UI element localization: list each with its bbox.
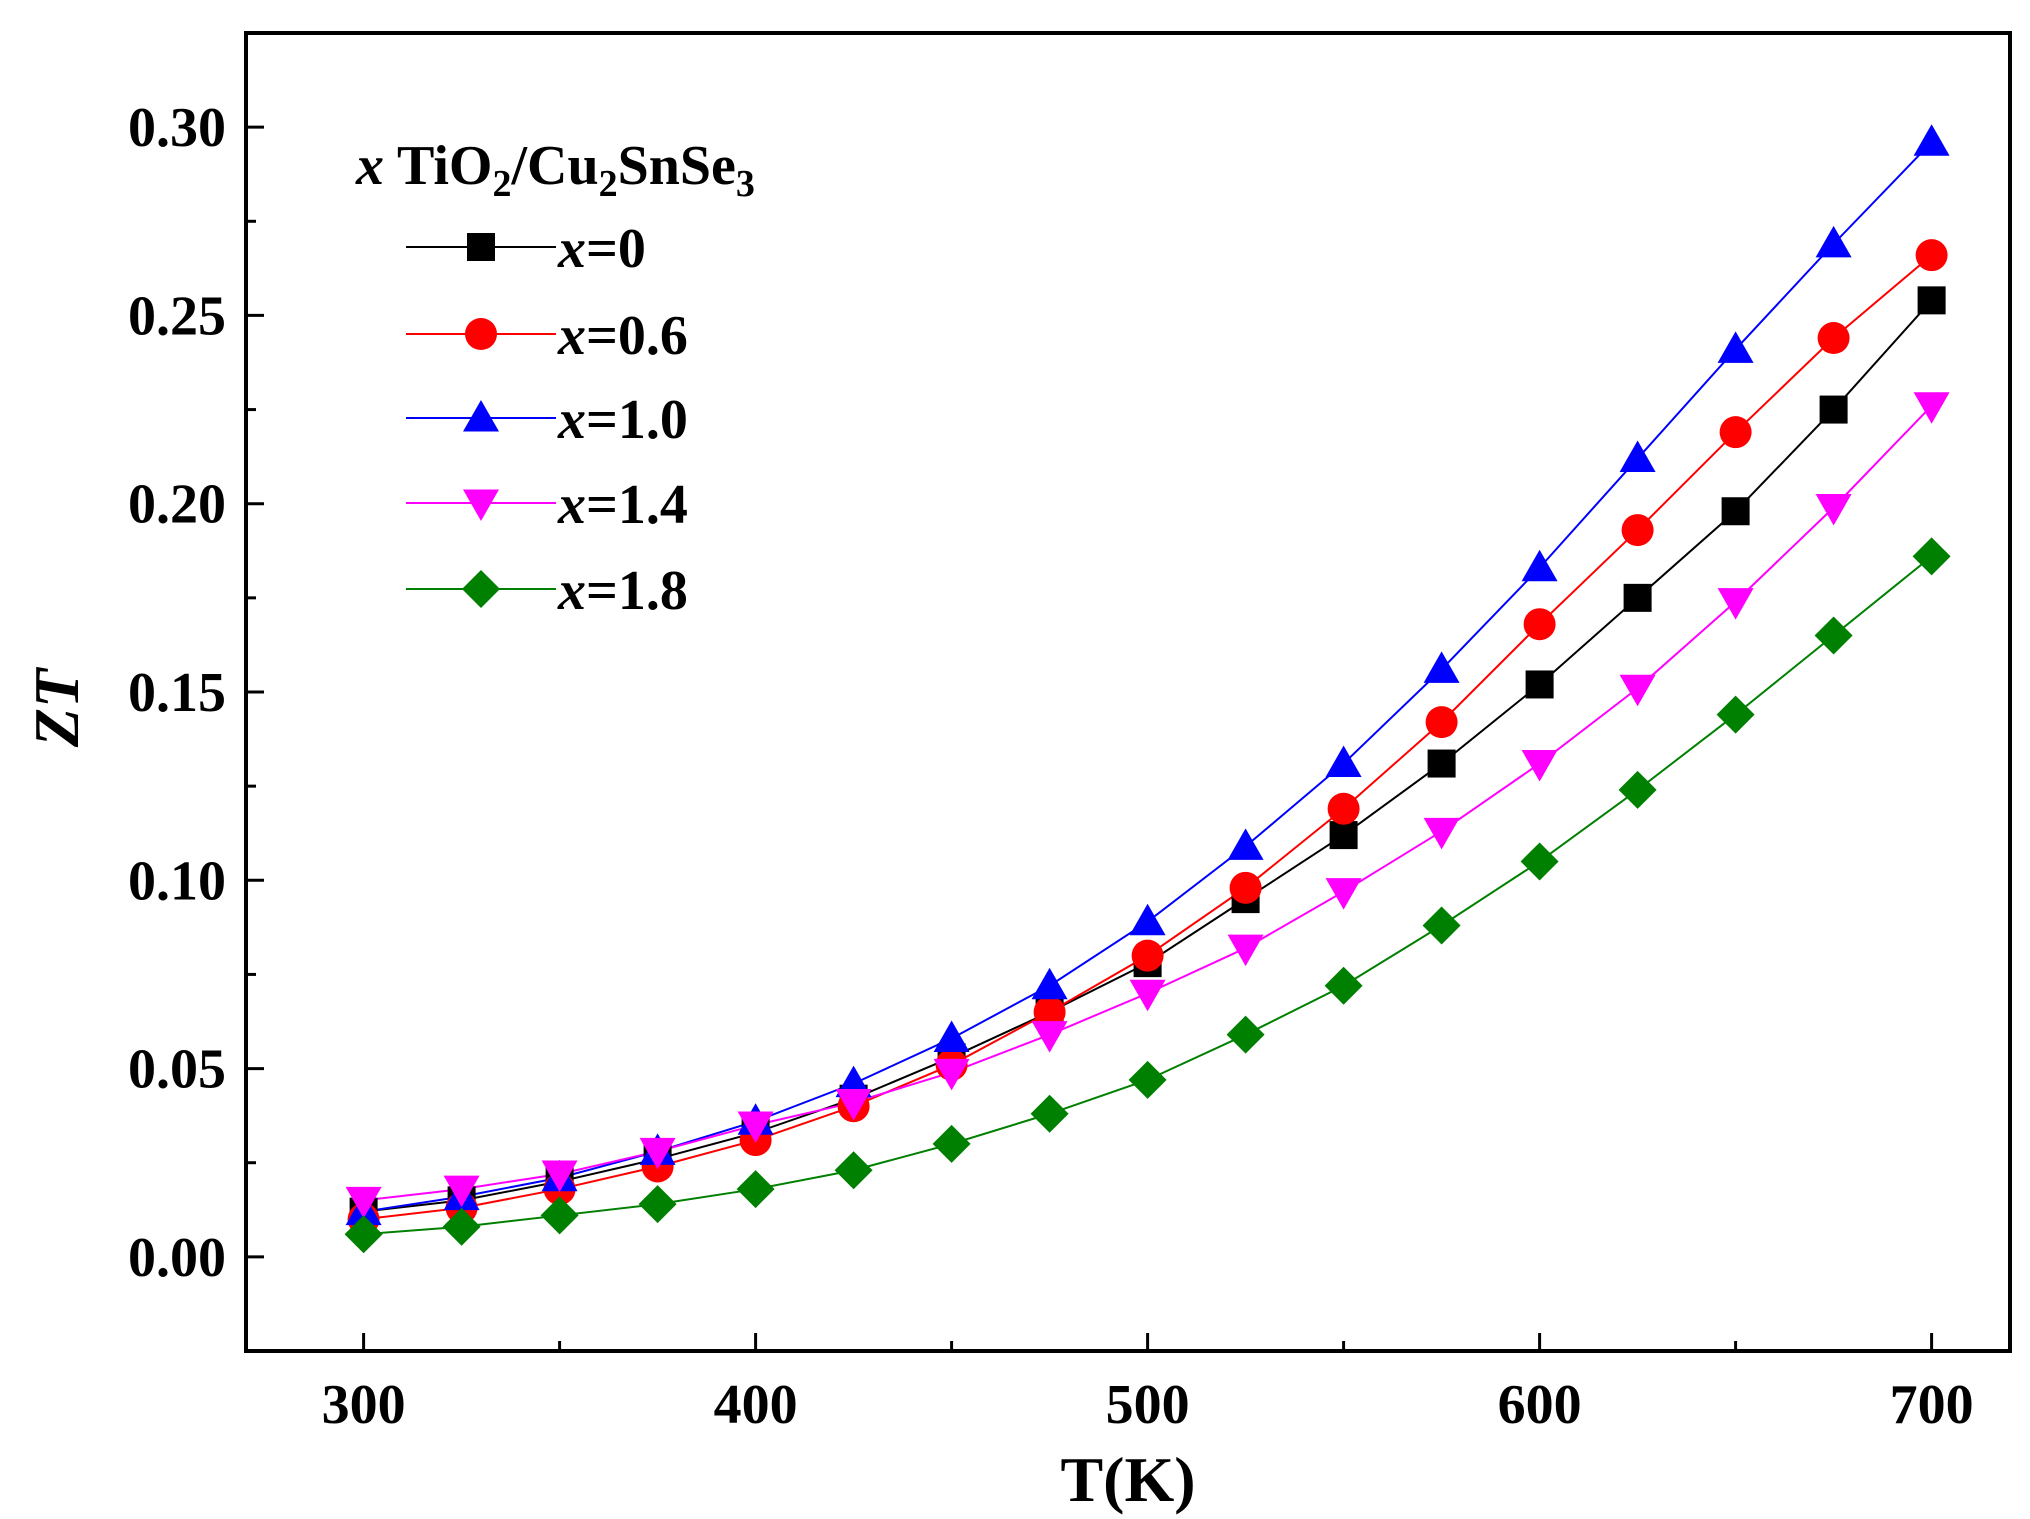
data-point-2-14	[1717, 331, 1754, 363]
data-point-2-10	[1325, 745, 1362, 778]
data-point-3-14	[1717, 588, 1754, 620]
data-point-4-15	[1814, 616, 1853, 655]
data-point-3-5	[835, 1088, 872, 1121]
data-point-4-11	[1422, 906, 1461, 945]
data-point-3-10	[1325, 878, 1362, 910]
data-point-2-15	[1815, 225, 1852, 258]
y-axis-title: ZT	[21, 666, 92, 748]
y-tick-label: 0.20	[128, 474, 226, 536]
data-point-2-8	[1129, 903, 1166, 936]
legend-marker-2	[463, 400, 499, 432]
x-tick-label: 500	[1106, 1374, 1190, 1436]
data-point-3-16	[1913, 392, 1950, 424]
data-point-0-15	[1819, 395, 1848, 424]
y-tick-label: 0.15	[128, 662, 226, 724]
data-point-4-10	[1324, 966, 1363, 1005]
y-tick-label: 0.10	[128, 850, 226, 912]
data-point-0-16	[1917, 286, 1946, 315]
x-axis-title: T(K)	[1060, 1444, 1195, 1515]
series-line-4	[363, 555, 1933, 1236]
data-point-2-11	[1423, 651, 1460, 683]
data-point-1-10	[1327, 792, 1360, 825]
data-point-1-11	[1425, 706, 1458, 739]
data-point-1-13	[1621, 514, 1654, 547]
data-point-4-16	[1912, 537, 1951, 576]
data-point-2-13	[1619, 440, 1656, 473]
data-point-3-11	[1423, 817, 1460, 850]
y-tick-label: 0.05	[128, 1039, 226, 1101]
data-point-4-14	[1716, 695, 1755, 734]
data-point-4-8	[1128, 1060, 1167, 1099]
data-point-2-12	[1521, 549, 1558, 582]
series-line-2	[363, 141, 1933, 1213]
data-point-3-9	[1227, 934, 1264, 967]
x-tick-label: 300	[322, 1374, 406, 1436]
data-point-4-1	[442, 1207, 481, 1246]
y-tick-label: 0.00	[128, 1227, 226, 1289]
data-point-1-14	[1719, 416, 1752, 449]
data-point-0-13	[1623, 583, 1652, 612]
data-point-1-16	[1915, 239, 1948, 272]
x-tick-label: 600	[1498, 1374, 1582, 1436]
data-point-4-4	[736, 1170, 775, 1209]
x-tick-label: 400	[714, 1374, 798, 1436]
data-point-4-13	[1618, 770, 1657, 809]
data-point-4-12	[1520, 842, 1559, 881]
data-point-0-10	[1329, 821, 1358, 850]
data-point-2-9	[1227, 828, 1264, 860]
legend-marker-3	[463, 489, 499, 521]
data-point-1-8	[1131, 939, 1164, 972]
data-point-0-14	[1721, 497, 1750, 526]
data-point-4-5	[834, 1151, 873, 1190]
y-tick-label: 0.25	[128, 285, 226, 347]
data-point-4-0	[344, 1215, 383, 1254]
data-point-1-7	[1033, 996, 1066, 1029]
data-point-3-15	[1815, 493, 1852, 526]
data-point-3-13	[1619, 674, 1656, 707]
data-point-4-7	[1030, 1094, 1069, 1133]
legend-label-2: x=1.0	[557, 389, 688, 451]
x-tick-label: 700	[1890, 1374, 1974, 1436]
data-point-0-12	[1525, 670, 1554, 699]
data-point-3-3	[639, 1137, 676, 1170]
data-point-1-12	[1523, 608, 1556, 641]
data-point-3-12	[1521, 750, 1558, 782]
data-point-3-0	[345, 1186, 382, 1219]
data-point-3-4	[737, 1111, 774, 1144]
data-point-3-2	[541, 1160, 578, 1193]
legend-marker-4	[462, 570, 500, 608]
data-point-0-11	[1427, 749, 1456, 778]
data-point-3-6	[933, 1058, 970, 1091]
legend-marker-0	[467, 233, 495, 261]
plot-frame	[244, 31, 2012, 1353]
legend-title: x TiO2/Cu2SnSe3	[355, 135, 755, 205]
data-point-3-7	[1031, 1021, 1068, 1053]
legend-label-0: x=0	[557, 218, 646, 280]
data-point-4-2	[540, 1196, 579, 1235]
y-tick-label: 0.30	[128, 97, 226, 159]
data-point-1-15	[1817, 322, 1850, 355]
data-point-3-8	[1129, 979, 1166, 1012]
legend-label-1: x=0.6	[557, 305, 688, 367]
data-point-4-3	[638, 1185, 677, 1224]
data-point-2-7	[1031, 967, 1068, 1000]
data-point-4-9	[1226, 1015, 1265, 1054]
legend-label-4: x=1.8	[557, 560, 688, 622]
legend-marker-1	[465, 318, 497, 350]
data-point-4-6	[932, 1124, 971, 1163]
data-point-2-16	[1913, 124, 1950, 156]
data-point-2-6	[933, 1020, 970, 1052]
legend-label-3: x=1.4	[557, 474, 688, 536]
data-point-1-9	[1229, 871, 1262, 904]
data-point-3-1	[443, 1175, 480, 1208]
